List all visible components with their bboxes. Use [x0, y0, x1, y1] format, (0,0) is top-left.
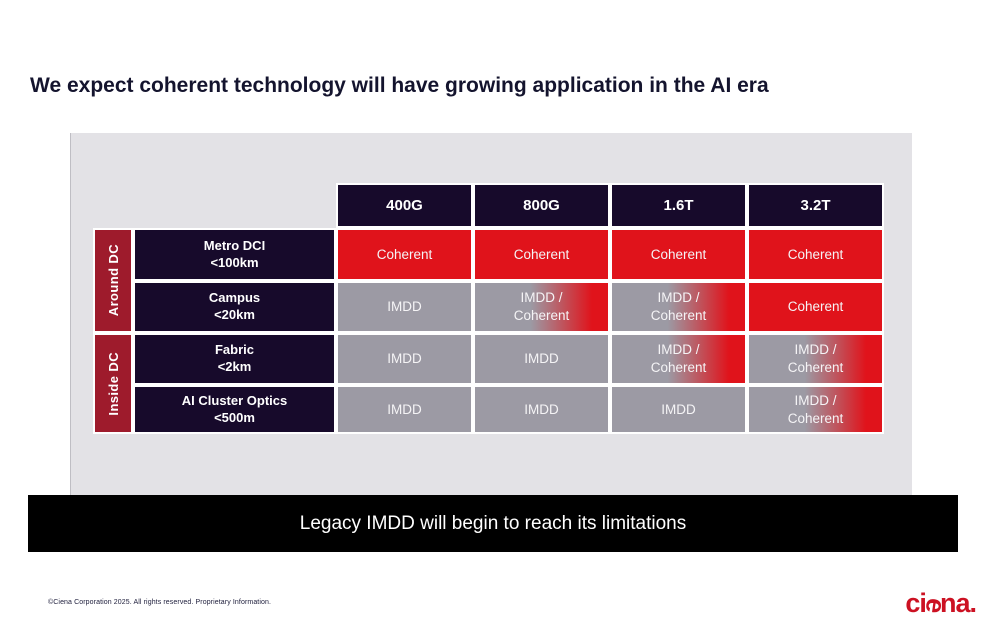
- cell-ai-cluster-optics-800g: IMDD: [473, 385, 610, 434]
- cell-campus-1-6t: IMDD / Coherent: [610, 281, 747, 333]
- row-group-label: Inside DC: [105, 351, 121, 416]
- cell-ai-cluster-optics-3-2t: IMDD / Coherent: [747, 385, 884, 434]
- row-label-ai-cluster-optics: AI Cluster Optics <500m: [133, 385, 336, 434]
- cell-campus-800g: IMDD / Coherent: [473, 281, 610, 333]
- row-range: <20km: [214, 307, 255, 322]
- cell-fabric-3-2t: IMDD / Coherent: [747, 333, 884, 385]
- cell-ai-cluster-optics-400g: IMDD: [336, 385, 473, 434]
- row-label-metro-dci: Metro DCI <100km: [133, 228, 336, 281]
- takeaway-banner: Legacy IMDD will begin to reach its limi…: [28, 495, 958, 552]
- cell-metro-dci-3-2t: Coherent: [747, 228, 884, 281]
- copyright-text: ©Ciena Corporation 2025. All rights rese…: [48, 599, 272, 606]
- row-name: AI Cluster Optics: [181, 392, 288, 408]
- matrix-corner-spacer: [93, 183, 336, 228]
- row-range: <100km: [210, 254, 259, 270]
- column-header-1-6t: 1.6T: [610, 183, 747, 228]
- ciena-logo: ciena.: [905, 590, 977, 617]
- cell-fabric-400g: IMDD: [336, 333, 473, 385]
- row-name: Fabric: [214, 342, 254, 358]
- row-label-campus: Campus <20km: [133, 281, 336, 333]
- logo-dot: .: [969, 588, 977, 618]
- matrix-panel: 400G 800G 1.6T 3.2T Around DC Inside DC Metro …: [70, 133, 912, 495]
- column-header-400g: 400G: [336, 183, 473, 228]
- logo-text: ci: [905, 588, 927, 618]
- cell-fabric-1-6t: IMDD / Coherent: [610, 333, 747, 385]
- cell-ai-cluster-optics-1-6t: IMDD: [610, 385, 747, 434]
- cell-metro-dci-1-6t: Coherent: [610, 228, 747, 281]
- row-group-label: Around DC: [105, 244, 121, 317]
- logo-text: na: [939, 588, 970, 618]
- cell-metro-dci-800g: Coherent: [473, 228, 610, 281]
- cell-fabric-800g: IMDD: [473, 333, 610, 385]
- column-header-800g: 800G: [473, 183, 610, 228]
- takeaway-banner-text: Legacy IMDD will begin to reach its limi…: [299, 512, 687, 534]
- cell-campus-400g: IMDD: [336, 281, 473, 333]
- cell-metro-dci-400g: Coherent: [336, 228, 473, 281]
- row-label-fabric: Fabric <2km: [133, 333, 336, 385]
- row-name: Campus: [208, 290, 261, 306]
- row-name: Metro DCI: [203, 237, 266, 253]
- column-header-3-2t: 3.2T: [747, 183, 884, 228]
- row-range: <500m: [214, 409, 255, 425]
- row-group-around-dc: Around DC: [93, 228, 133, 333]
- row-range: <2km: [217, 359, 252, 374]
- slide-title: We expect coherent technology will have …: [30, 74, 769, 97]
- row-group-inside-dc: Inside DC: [93, 333, 133, 434]
- technology-matrix: 400G 800G 1.6T 3.2T Around DC Inside DC Metro …: [93, 183, 884, 434]
- cell-campus-3-2t: Coherent: [747, 281, 884, 333]
